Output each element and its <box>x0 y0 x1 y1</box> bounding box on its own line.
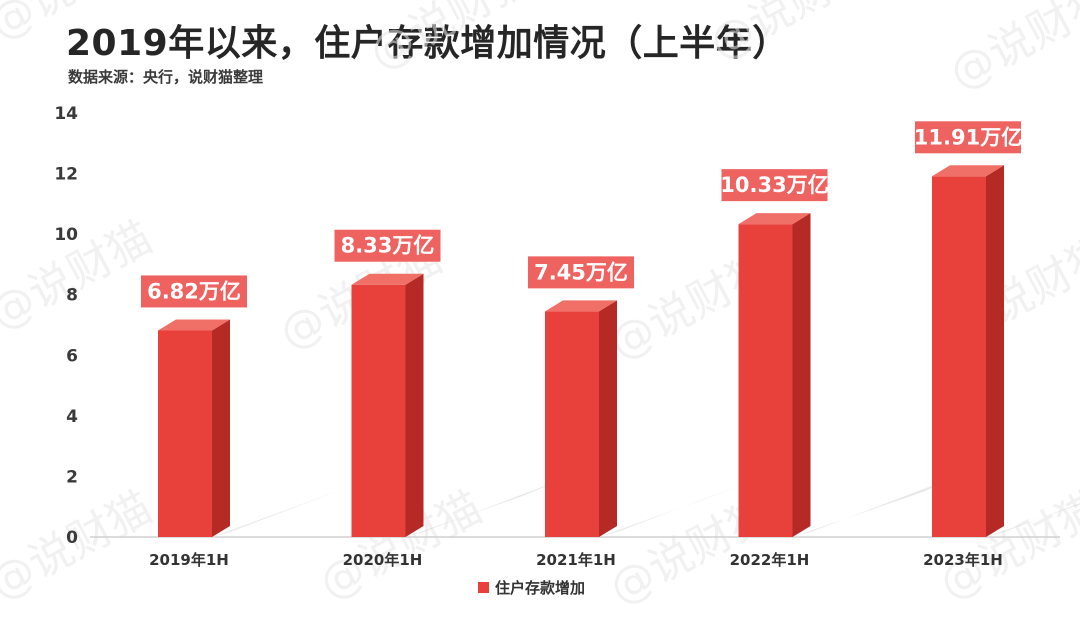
watermark-2: @说财猫 <box>701 0 880 70</box>
y-tick-6: 6 <box>66 346 78 366</box>
x-tick-1: 2020年1H <box>343 551 423 569</box>
bar-0 <box>158 319 230 537</box>
watermark-8: @说财猫 <box>0 482 161 610</box>
watermark-3: @说财猫 <box>941 0 1080 100</box>
y-tick-2: 2 <box>66 467 78 487</box>
bar-front-2 <box>545 311 599 537</box>
bar-side-0 <box>212 319 230 537</box>
bar-top-1 <box>351 273 424 285</box>
bar-side-4 <box>986 165 1004 537</box>
data-label-4: 11.91万亿 <box>914 121 1022 154</box>
y-tick-0: 0 <box>66 528 78 548</box>
data-label-bg-3 <box>721 169 828 202</box>
bar-front-0 <box>158 330 212 537</box>
bar-2 <box>545 300 617 537</box>
bar-3 <box>738 213 811 538</box>
y-tick-12: 12 <box>54 165 78 185</box>
x-tick-3: 2022年1H <box>730 551 810 569</box>
data-label-text-4: 11.91万亿 <box>914 125 1022 149</box>
bar-4 <box>932 165 1004 537</box>
data-label-text-2: 7.45万亿 <box>534 260 628 284</box>
bar-front-4 <box>932 176 986 537</box>
y-tick-8: 8 <box>66 286 78 306</box>
bar-series <box>158 165 1004 538</box>
bar-1 <box>351 273 424 537</box>
data-label-text-1: 8.33万亿 <box>341 234 435 258</box>
bar-top-3 <box>738 213 811 225</box>
data-label-3: 10.33万亿 <box>720 169 829 202</box>
data-label-bg-1 <box>334 229 441 262</box>
y-tick-4: 4 <box>66 407 78 427</box>
x-tick-0: 2019年1H <box>149 551 229 569</box>
data-label-text-0: 6.82万亿 <box>147 279 241 303</box>
bar-shadow-0 <box>212 488 344 537</box>
watermark-0: @说财猫 <box>0 0 161 50</box>
data-label-0: 6.82万亿 <box>141 275 247 308</box>
bar-side-3 <box>792 213 811 538</box>
data-label-bg-2 <box>528 256 634 289</box>
x-tick-4: 2023年1H <box>923 551 1003 569</box>
data-label-text-3: 10.33万亿 <box>720 173 828 197</box>
watermark-1: @说财猫 <box>361 0 540 80</box>
legend-swatch <box>478 582 489 593</box>
bar-top-4 <box>932 165 1004 177</box>
bar-side-1 <box>405 273 424 537</box>
chart-subtitle: 数据来源：央行，说财猫整理 <box>68 68 264 86</box>
bar-front-3 <box>738 224 793 538</box>
y-tick-14: 14 <box>54 104 78 124</box>
watermark-4: @说财猫 <box>0 212 161 340</box>
data-label-2: 7.45万亿 <box>528 256 634 289</box>
bar-top-2 <box>545 300 617 312</box>
legend-label: 住户存款增加 <box>495 579 586 597</box>
bar-side-2 <box>599 300 617 537</box>
data-label-bg-0 <box>141 275 247 308</box>
x-axis-ticks: 2019年1H 2020年1H 2021年1H 2022年1H 2023年1H <box>149 551 1003 569</box>
y-tick-10: 10 <box>54 225 78 245</box>
y-axis-ticks: 0 2 4 6 8 10 12 14 <box>54 104 78 548</box>
chart-title: 2019年以来，住户存款增加情况（上半年） <box>66 23 789 64</box>
data-label-bg-4 <box>915 121 1021 154</box>
bar-top-0 <box>158 319 230 331</box>
data-labels: 6.82万亿 8.33万亿 7.45万亿 10.33万亿 11.91万亿 <box>141 121 1022 308</box>
data-label-1: 8.33万亿 <box>334 229 441 262</box>
bar-front-1 <box>351 284 406 537</box>
legend: 住户存款增加 <box>478 577 585 598</box>
x-tick-2: 2021年1H <box>536 551 616 569</box>
